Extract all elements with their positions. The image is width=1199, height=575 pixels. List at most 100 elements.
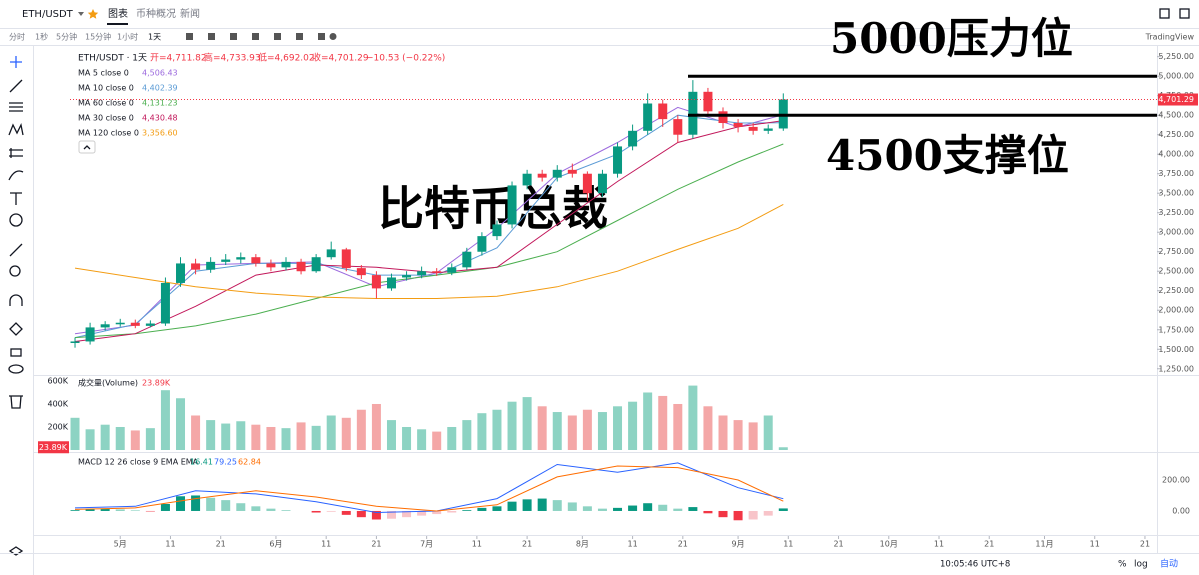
ma-legend-name: MA 60 close 0 [78,99,134,108]
volume-bar [371,403,381,450]
macd-bar [176,496,186,511]
macd-bar [462,510,472,511]
macd-tick-label: 0.00 [1172,506,1190,515]
macd-title: MACD 12 26 close 9 EMA EMA [78,458,199,467]
volume-title-value: 23.89K [142,379,171,388]
ma-legend-value: 3,356.60 [142,129,178,138]
macd-bar [582,506,592,511]
tool-icon[interactable] [186,33,193,40]
level-label: 4500支撑位 [826,131,1069,180]
candle-body [356,268,366,276]
y-tick-label: 4,500.00 [1158,111,1194,120]
candle-body [613,146,623,174]
x-tick-label: 21 [522,540,532,549]
tab[interactable]: 新闻 [180,7,200,20]
volume-bar [718,415,728,450]
x-tick-label: 11 [934,540,944,549]
volume-bar [537,406,547,450]
delete-tool[interactable] [9,395,23,409]
interval[interactable]: 15分钟 [85,32,111,42]
price-change: −10.53 (−0.22%) [366,54,445,64]
volume-bar [688,385,698,450]
interval[interactable]: 分时 [9,32,25,42]
candle-body [628,130,638,147]
candle-body [176,263,186,283]
y-tick-label: 1,250.00 [1158,364,1194,373]
x-tick-label: 5月 [114,540,127,549]
window-icon[interactable] [1159,8,1170,19]
x-tick-label: 11 [627,540,637,549]
interval[interactable]: 1秒 [35,32,48,42]
projection-tool[interactable] [9,148,23,158]
ohlc-value: 低=4,692.02 [258,52,315,64]
candle-body [115,322,125,325]
macd-bar [417,510,427,516]
settings-icon[interactable] [329,33,337,40]
volume-bar [507,401,517,450]
macd-bar [763,510,773,516]
volume-bar [341,417,351,450]
volume-bar [296,422,306,450]
candle-body [85,327,95,342]
symbol-dropdown[interactable] [78,12,84,16]
lock-tool[interactable] [10,348,22,357]
tab[interactable]: 图表 [108,7,128,20]
fib-tool[interactable] [9,102,23,112]
x-tick-label: 21 [984,540,994,549]
tool-icon[interactable] [208,33,215,40]
tool-icon[interactable] [296,33,303,40]
visibility-tool[interactable] [8,364,24,374]
tool-icon[interactable] [274,33,281,40]
volume-bar [356,409,366,450]
lock-drawing-tool[interactable] [9,322,23,336]
favorite-star[interactable] [87,9,99,19]
zoom-tool[interactable] [9,265,21,277]
macd-bar [733,510,743,521]
volume-bar [145,428,155,450]
window-icon[interactable] [1179,8,1190,19]
line-tool[interactable] [9,79,23,93]
candle-body [191,263,201,270]
magnet-tool[interactable] [9,294,23,306]
candle-body [462,251,472,268]
tool-icon[interactable] [318,33,325,40]
candle-body [507,185,517,225]
candle-body [492,224,502,237]
interval[interactable]: 5分钟 [56,32,77,42]
text-tool[interactable] [10,192,22,205]
tool-icon[interactable] [230,33,237,40]
macd-bar [507,501,517,511]
last-price-label: 4,701.29 [1158,95,1194,104]
scale-option[interactable]: % [1118,560,1127,570]
y-tick-label: 3,000.00 [1158,228,1194,237]
pattern-tool[interactable] [8,123,24,136]
interval[interactable]: 1小时 [117,32,138,42]
scale-option[interactable]: 自动 [1160,558,1178,570]
volume-bar [311,425,321,450]
candle-body [371,275,381,289]
macd-bar [703,510,713,514]
symbol[interactable]: ETH/USDT [22,9,74,20]
candle-body [643,103,653,131]
ma-legend-name: MA 10 close 0 [78,84,134,93]
volume-bar [221,423,231,450]
macd-bar [402,510,412,518]
candle-body [417,271,427,276]
emoji-tool[interactable] [9,213,23,227]
crosshair-tool[interactable] [10,56,22,68]
x-tick-label: 7月 [420,540,433,549]
macd-value: 79.25 [214,458,237,467]
volume-bar [658,395,668,450]
scale-option[interactable]: log [1134,560,1148,570]
volume-last-tag [38,441,69,454]
volume-bar [477,413,487,450]
x-tick-label: 21 [678,540,688,549]
ruler-tool[interactable] [9,243,23,257]
x-tick-label: 8月 [576,540,589,549]
volume-bar [432,431,442,450]
brush-tool[interactable] [8,170,24,181]
tool-icon[interactable] [252,33,259,40]
interval[interactable]: 1天 [148,33,161,42]
tab[interactable]: 币种概况 [136,7,176,20]
collapse-button[interactable] [78,140,96,154]
